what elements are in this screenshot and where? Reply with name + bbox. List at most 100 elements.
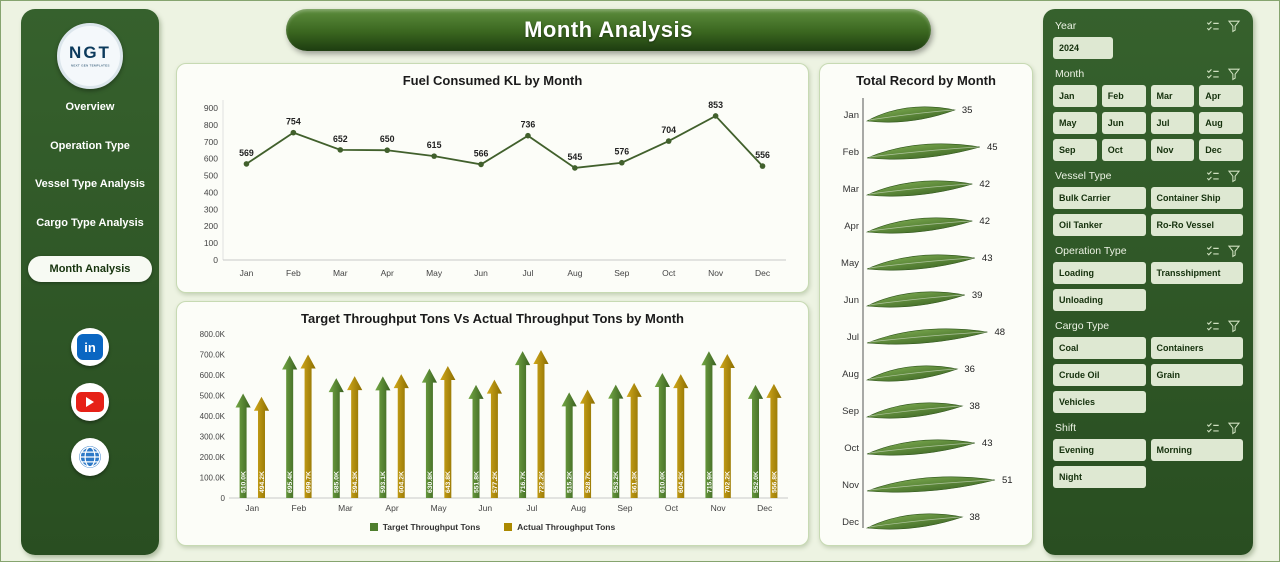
filter-month-feb[interactable]: Feb [1101, 85, 1146, 107]
record-leaf-chart[interactable]: Jan 35 Feb 45 Mar 42 Apr 42 May 43 Jun 39 Jul 48 Aug 36… [830, 90, 1022, 534]
svg-text:Feb: Feb [843, 147, 859, 158]
svg-text:May: May [841, 258, 859, 269]
linkedin-icon[interactable]: in [71, 328, 109, 367]
svg-text:51: 51 [1002, 475, 1013, 486]
fuel-line-chart[interactable]: 0 100 200 300 400 500 600 700 800 900 Jan Feb Mar Apr… [187, 90, 798, 282]
throughput-legend: Target Throughput Tons Actual Throughput … [187, 522, 798, 532]
filter-month-jul[interactable]: Jul [1150, 112, 1195, 134]
filter-month-sep[interactable]: Sep [1053, 139, 1097, 161]
select-all-icon[interactable] [1206, 244, 1220, 258]
youtube-icon[interactable] [71, 383, 109, 422]
sidebar-item-month-analysis[interactable]: Month Analysis [28, 255, 152, 283]
svg-text:0: 0 [213, 255, 218, 265]
filter-year-2024[interactable]: 2024 [1053, 37, 1113, 59]
svg-text:Jan: Jan [844, 110, 859, 121]
select-all-icon[interactable] [1206, 319, 1220, 333]
sidebar-item-overview[interactable]: Overview [65, 101, 115, 113]
svg-text:510.0K: 510.0K [240, 471, 247, 493]
sidebar-item-cargo-type-analysis[interactable]: Cargo Type Analysis [36, 216, 144, 229]
throughput-chart-title: Target Throughput Tons Vs Actual Through… [301, 311, 684, 326]
svg-text:Jul: Jul [526, 503, 537, 513]
filter-operation-type-unloading[interactable]: Unloading [1053, 289, 1146, 311]
filter-month-jun[interactable]: Jun [1101, 112, 1146, 134]
svg-text:Oct: Oct [665, 503, 679, 513]
filter-vessel-type-container-ship[interactable]: Container Ship [1150, 187, 1243, 209]
filter-month-nov[interactable]: Nov [1150, 139, 1195, 161]
svg-text:551.8K: 551.8K [473, 471, 480, 493]
select-all-icon[interactable] [1206, 19, 1220, 33]
svg-text:569: 569 [239, 148, 254, 158]
filter-vessel-type-ro-ro-vessel[interactable]: Ro-Ro Vessel [1150, 214, 1243, 236]
filter-month-apr[interactable]: Apr [1199, 85, 1243, 107]
filter-vessel-type-bulk-carrier[interactable]: Bulk Carrier [1053, 187, 1146, 209]
filter-icon[interactable] [1227, 421, 1241, 435]
svg-text:100: 100 [204, 238, 218, 248]
svg-text:42: 42 [979, 216, 990, 227]
select-all-icon[interactable] [1206, 169, 1220, 183]
filter-month-jan[interactable]: Jan [1053, 85, 1097, 107]
filter-month-dec[interactable]: Dec [1199, 139, 1243, 161]
youtube-badge [76, 392, 104, 413]
svg-text:Aug: Aug [567, 268, 582, 278]
filter-month-aug[interactable]: Aug [1199, 112, 1243, 134]
svg-text:553.2K: 553.2K [613, 471, 620, 493]
select-all-icon[interactable] [1206, 421, 1220, 435]
svg-text:736: 736 [521, 120, 536, 130]
filter-month-may[interactable]: May [1053, 112, 1097, 134]
svg-text:800.0K: 800.0K [200, 330, 226, 339]
svg-text:715.9K: 715.9K [706, 471, 713, 493]
svg-text:545: 545 [568, 152, 583, 162]
svg-text:702.2K: 702.2K [725, 471, 732, 493]
svg-text:Apr: Apr [844, 221, 859, 232]
slicer-year-label: Year [1055, 20, 1077, 32]
sidebar-item-vessel-type-analysis[interactable]: Vessel Type Analysis [34, 178, 146, 191]
svg-text:576: 576 [614, 147, 629, 157]
total-record-chart-card: Total Record by Month Jan 35 Feb 45 Mar 42 Apr… [819, 63, 1033, 546]
filter-shift-evening[interactable]: Evening [1053, 439, 1146, 461]
svg-text:Mar: Mar [338, 503, 353, 513]
filter-shift-morning[interactable]: Morning [1150, 439, 1243, 461]
legend-swatch [504, 523, 513, 531]
slicer-month: Month Jan Feb Mar Apr May Jun Jul Aug Sep Oct Nov De… [1053, 66, 1243, 161]
svg-text:704: 704 [661, 125, 676, 135]
globe-glyph [79, 446, 101, 469]
left-nav-panel: NGT NEXT GEN TEMPLATES Overview Operation… [21, 9, 159, 555]
filter-cargo-type-coal[interactable]: Coal [1053, 337, 1146, 359]
svg-text:552.0K: 552.0K [753, 471, 760, 493]
filter-operation-type-loading[interactable]: Loading [1053, 262, 1146, 284]
filter-cargo-type-crude-oil[interactable]: Crude Oil [1053, 364, 1146, 386]
svg-text:42: 42 [979, 179, 990, 190]
filter-icon[interactable] [1227, 169, 1241, 183]
svg-text:585.0K: 585.0K [334, 471, 341, 493]
filter-shift-night[interactable]: Night [1053, 466, 1146, 488]
svg-text:45: 45 [987, 142, 998, 153]
filter-cargo-type-containers[interactable]: Containers [1150, 337, 1243, 359]
filter-month-oct[interactable]: Oct [1101, 139, 1146, 161]
svg-text:600: 600 [204, 154, 218, 164]
filter-icon[interactable] [1227, 67, 1241, 81]
filter-icon[interactable] [1227, 319, 1241, 333]
svg-text:566: 566 [474, 148, 489, 158]
svg-text:Jun: Jun [478, 503, 492, 513]
svg-text:556.8K: 556.8K [771, 471, 778, 493]
filter-vessel-type-oil-tanker[interactable]: Oil Tanker [1053, 214, 1146, 236]
filter-cargo-type-vehicles[interactable]: Vehicles [1053, 391, 1146, 413]
filter-operation-type-transshipment[interactable]: Transshipment [1150, 262, 1243, 284]
filter-month-mar[interactable]: Mar [1150, 85, 1195, 107]
filter-icon[interactable] [1227, 19, 1241, 33]
svg-text:38: 38 [969, 512, 980, 523]
sidebar-item-operation-type[interactable]: Operation Type [50, 139, 130, 152]
throughput-bar-chart[interactable]: 0 100.0K 200.0K 300.0K 400.0K 500.0K 600.0K 700… [187, 328, 798, 516]
svg-text:699.7K: 699.7K [305, 471, 312, 493]
svg-text:Jul: Jul [847, 332, 859, 343]
svg-text:500: 500 [204, 171, 218, 181]
svg-text:100.0K: 100.0K [200, 474, 226, 483]
svg-text:Jun: Jun [474, 268, 488, 278]
svg-text:Feb: Feb [292, 503, 307, 513]
filter-cargo-type-grain[interactable]: Grain [1150, 364, 1243, 386]
filter-icon[interactable] [1227, 244, 1241, 258]
svg-text:695.4K: 695.4K [287, 471, 294, 493]
svg-text:528.7K: 528.7K [585, 471, 592, 493]
globe-icon[interactable] [71, 438, 109, 477]
select-all-icon[interactable] [1206, 67, 1220, 81]
